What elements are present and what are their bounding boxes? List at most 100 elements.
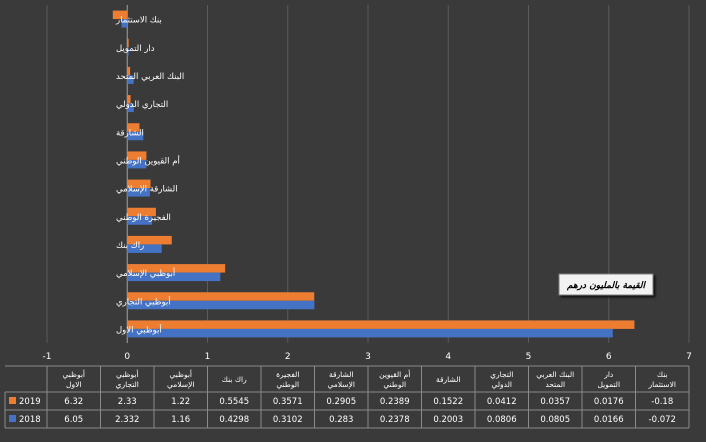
table-header: البنك العربي	[536, 370, 574, 379]
bar-2019	[127, 151, 147, 160]
table-value-2019: 0.5545	[219, 397, 249, 407]
table-value-2019: 6.32	[64, 397, 83, 407]
legend-label-2019: 2019	[19, 397, 41, 407]
bar-2019	[127, 179, 151, 189]
table-value-2019: 0.0357	[540, 397, 570, 407]
bar-2019	[127, 320, 635, 329]
table-header: دار	[603, 370, 613, 379]
category-label: الشارقة الإسلامي	[116, 185, 178, 195]
bar-2019	[127, 207, 156, 217]
table-value-2019: 1.22	[171, 397, 190, 407]
x-tick-label: 1	[205, 352, 211, 362]
table-header: الفجيرة	[276, 370, 299, 379]
category-label: راك بنك	[116, 241, 144, 251]
bar-2018	[127, 328, 613, 338]
bar-2018	[121, 19, 128, 28]
gridlines	[46, 5, 690, 343]
bar-2018	[127, 272, 221, 282]
table-header: أبوظبي	[169, 369, 192, 379]
table-value-2018: 0.2003	[433, 415, 463, 425]
table-value-2018: 0.0166	[594, 415, 624, 425]
legend-key-2018	[9, 415, 16, 422]
x-tick-label: 3	[365, 352, 371, 362]
table-value-2018: 0.4298	[219, 415, 249, 425]
category-label: الشارقة	[116, 128, 144, 138]
bar-2018	[127, 188, 150, 197]
category-label: التجاري الدولي	[116, 100, 168, 110]
category-label: أبوظبي الإسلامي	[116, 267, 175, 279]
x-tick-label: 6	[606, 352, 612, 362]
table-header: التجاري	[116, 380, 139, 389]
table-header: الوطني	[383, 380, 406, 389]
table-value-2018: 1.16	[171, 415, 190, 425]
x-tick-label: -1	[43, 352, 52, 362]
table-value-2019: 0.0176	[594, 397, 624, 407]
bar-2019	[112, 10, 128, 20]
table-header: الاستثمار	[648, 380, 676, 389]
table-value-2019: -0.18	[651, 397, 673, 407]
table-header: الدولي	[492, 380, 512, 389]
table-value-2018: 2.332	[115, 415, 139, 425]
bar-2018	[127, 244, 162, 253]
x-tick-label: 2	[285, 352, 291, 362]
legend-label-2018: 2018	[19, 415, 41, 425]
bar-2018	[127, 47, 129, 56]
bar-2018	[127, 75, 134, 84]
bar-2018	[127, 103, 134, 113]
annotation-text: القيمة بالمليون درهم	[566, 280, 647, 291]
category-labels: أبوظبي الاول أبوظبي التجاري أبوظبي الإسلام…	[115, 16, 184, 336]
table-value-2019: 0.2905	[326, 397, 356, 407]
bar-2019	[127, 95, 131, 104]
table-value-2018: 0.283	[329, 415, 353, 425]
table-value-2018: 6.05	[64, 415, 83, 425]
bar-2019	[127, 123, 140, 132]
table-header: المتحد	[545, 380, 565, 389]
bar-2019	[127, 66, 131, 76]
table-header: أبوظبي	[62, 369, 85, 379]
bar-2018	[127, 131, 144, 141]
bar-2019	[127, 235, 172, 245]
bar-2019	[127, 38, 129, 48]
category-label: أم القيوين الوطني	[116, 154, 180, 166]
x-tick-label: 4	[445, 352, 451, 362]
bar-2018	[127, 300, 315, 310]
table-value-2018: -0.072	[649, 415, 676, 425]
category-label: دار التمويل	[116, 44, 155, 54]
data-table: أبوظبيالاول6.326.05أبوظبيالتجاري2.332.33…	[4, 365, 690, 429]
legend-key-2019	[9, 397, 16, 404]
table-header: الشارقة	[329, 370, 354, 379]
table-value-2019: 0.3571	[273, 397, 303, 407]
table-value-2019: 0.0412	[487, 397, 517, 407]
table-header: أم القيوين	[379, 369, 410, 379]
table-header: الاول	[66, 380, 81, 389]
table-header: الإسلامي	[328, 380, 355, 389]
bar-2018	[127, 159, 147, 169]
category-label: بنك الاستثمار	[115, 16, 162, 26]
table-header: التمويل	[597, 380, 620, 389]
x-tick-label: 0	[124, 352, 130, 362]
table-header: التجاري	[490, 370, 513, 379]
table-value-2018: 0.3102	[273, 415, 303, 425]
bar-2019	[127, 292, 315, 301]
table-value-2018: 0.0806	[487, 415, 517, 425]
category-label: الفجيرة الوطني	[116, 213, 171, 223]
table-value-2018: 0.0805	[540, 415, 570, 425]
table-header: الشارقة	[436, 375, 461, 384]
x-tick-label: 5	[526, 352, 532, 362]
x-tick-labels: -1 0 1 2 3 4 5 6 7	[43, 352, 692, 362]
table-header: الوطني	[276, 380, 299, 389]
category-label: أبوظبي التجاري	[116, 295, 171, 307]
category-label: البنك العربي المتحد	[116, 72, 184, 82]
table-value-2019: 2.33	[118, 397, 137, 407]
bars	[112, 10, 635, 338]
table-header: بنك	[657, 370, 668, 379]
annotation-box: القيمة بالمليون درهم	[558, 273, 654, 296]
table-header: الإسلامي	[167, 380, 194, 389]
table-header: راك بنك	[222, 375, 247, 384]
bar-2018	[127, 216, 153, 225]
table-value-2019: 0.1522	[433, 397, 463, 407]
table-value-2019: 0.2389	[380, 397, 410, 407]
bar-2019	[127, 264, 226, 273]
